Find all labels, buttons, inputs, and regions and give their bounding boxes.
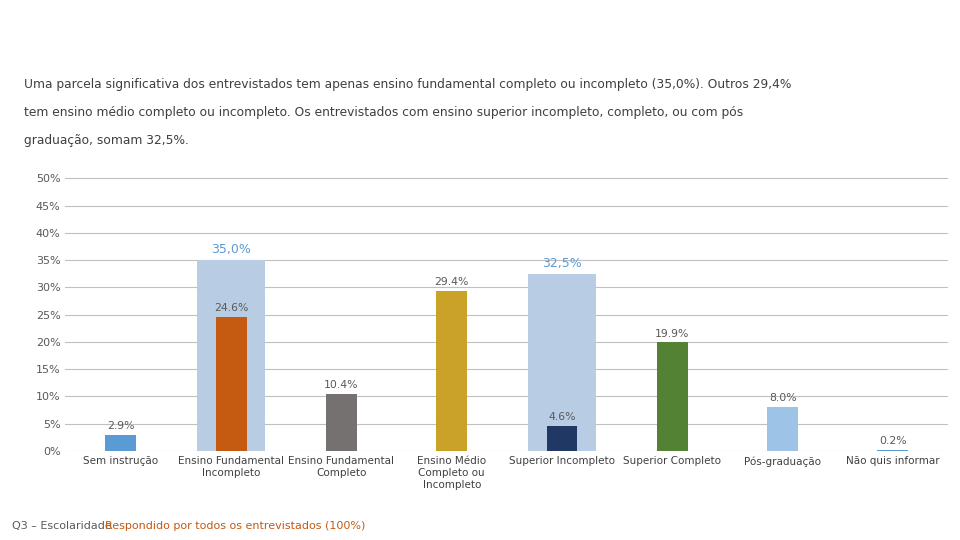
Text: 29.4%: 29.4% [435,277,468,287]
Text: graduação, somam 32,5%.: graduação, somam 32,5%. [24,133,189,146]
Bar [528,274,596,451]
Bar [436,291,468,451]
Bar [877,450,908,451]
Text: 19.9%: 19.9% [655,329,689,339]
Text: 32,5%: 32,5% [542,257,582,270]
Bar [106,435,136,451]
Bar [216,317,247,451]
Text: Perfil dos potenciais empreendedores - escolaridade: Perfil dos potenciais empreendedores - e… [7,45,392,60]
Text: 10.4%: 10.4% [324,380,359,390]
Bar [197,260,265,451]
Text: 8.0%: 8.0% [769,394,797,403]
Text: Respondido por todos os entrevistados (100%): Respondido por todos os entrevistados (1… [105,521,365,531]
Text: tem ensino médio completo ou incompleto. Os entrevistados com ensino superior in: tem ensino médio completo ou incompleto.… [24,106,743,119]
Bar [767,407,798,451]
Text: Uma parcela significativa dos entrevistados tem apenas ensino fundamental comple: Uma parcela significativa dos entrevista… [24,78,791,91]
Bar [657,342,687,451]
Text: 35,0%: 35,0% [211,243,252,256]
Text: 0.2%: 0.2% [879,436,906,446]
Bar [326,394,357,451]
Text: 4.6%: 4.6% [548,412,576,422]
Text: Q3 – Escolaridade: Q3 – Escolaridade [12,521,115,531]
Text: 2.9%: 2.9% [108,421,134,431]
Bar [546,426,578,451]
Text: 24.6%: 24.6% [214,303,249,313]
